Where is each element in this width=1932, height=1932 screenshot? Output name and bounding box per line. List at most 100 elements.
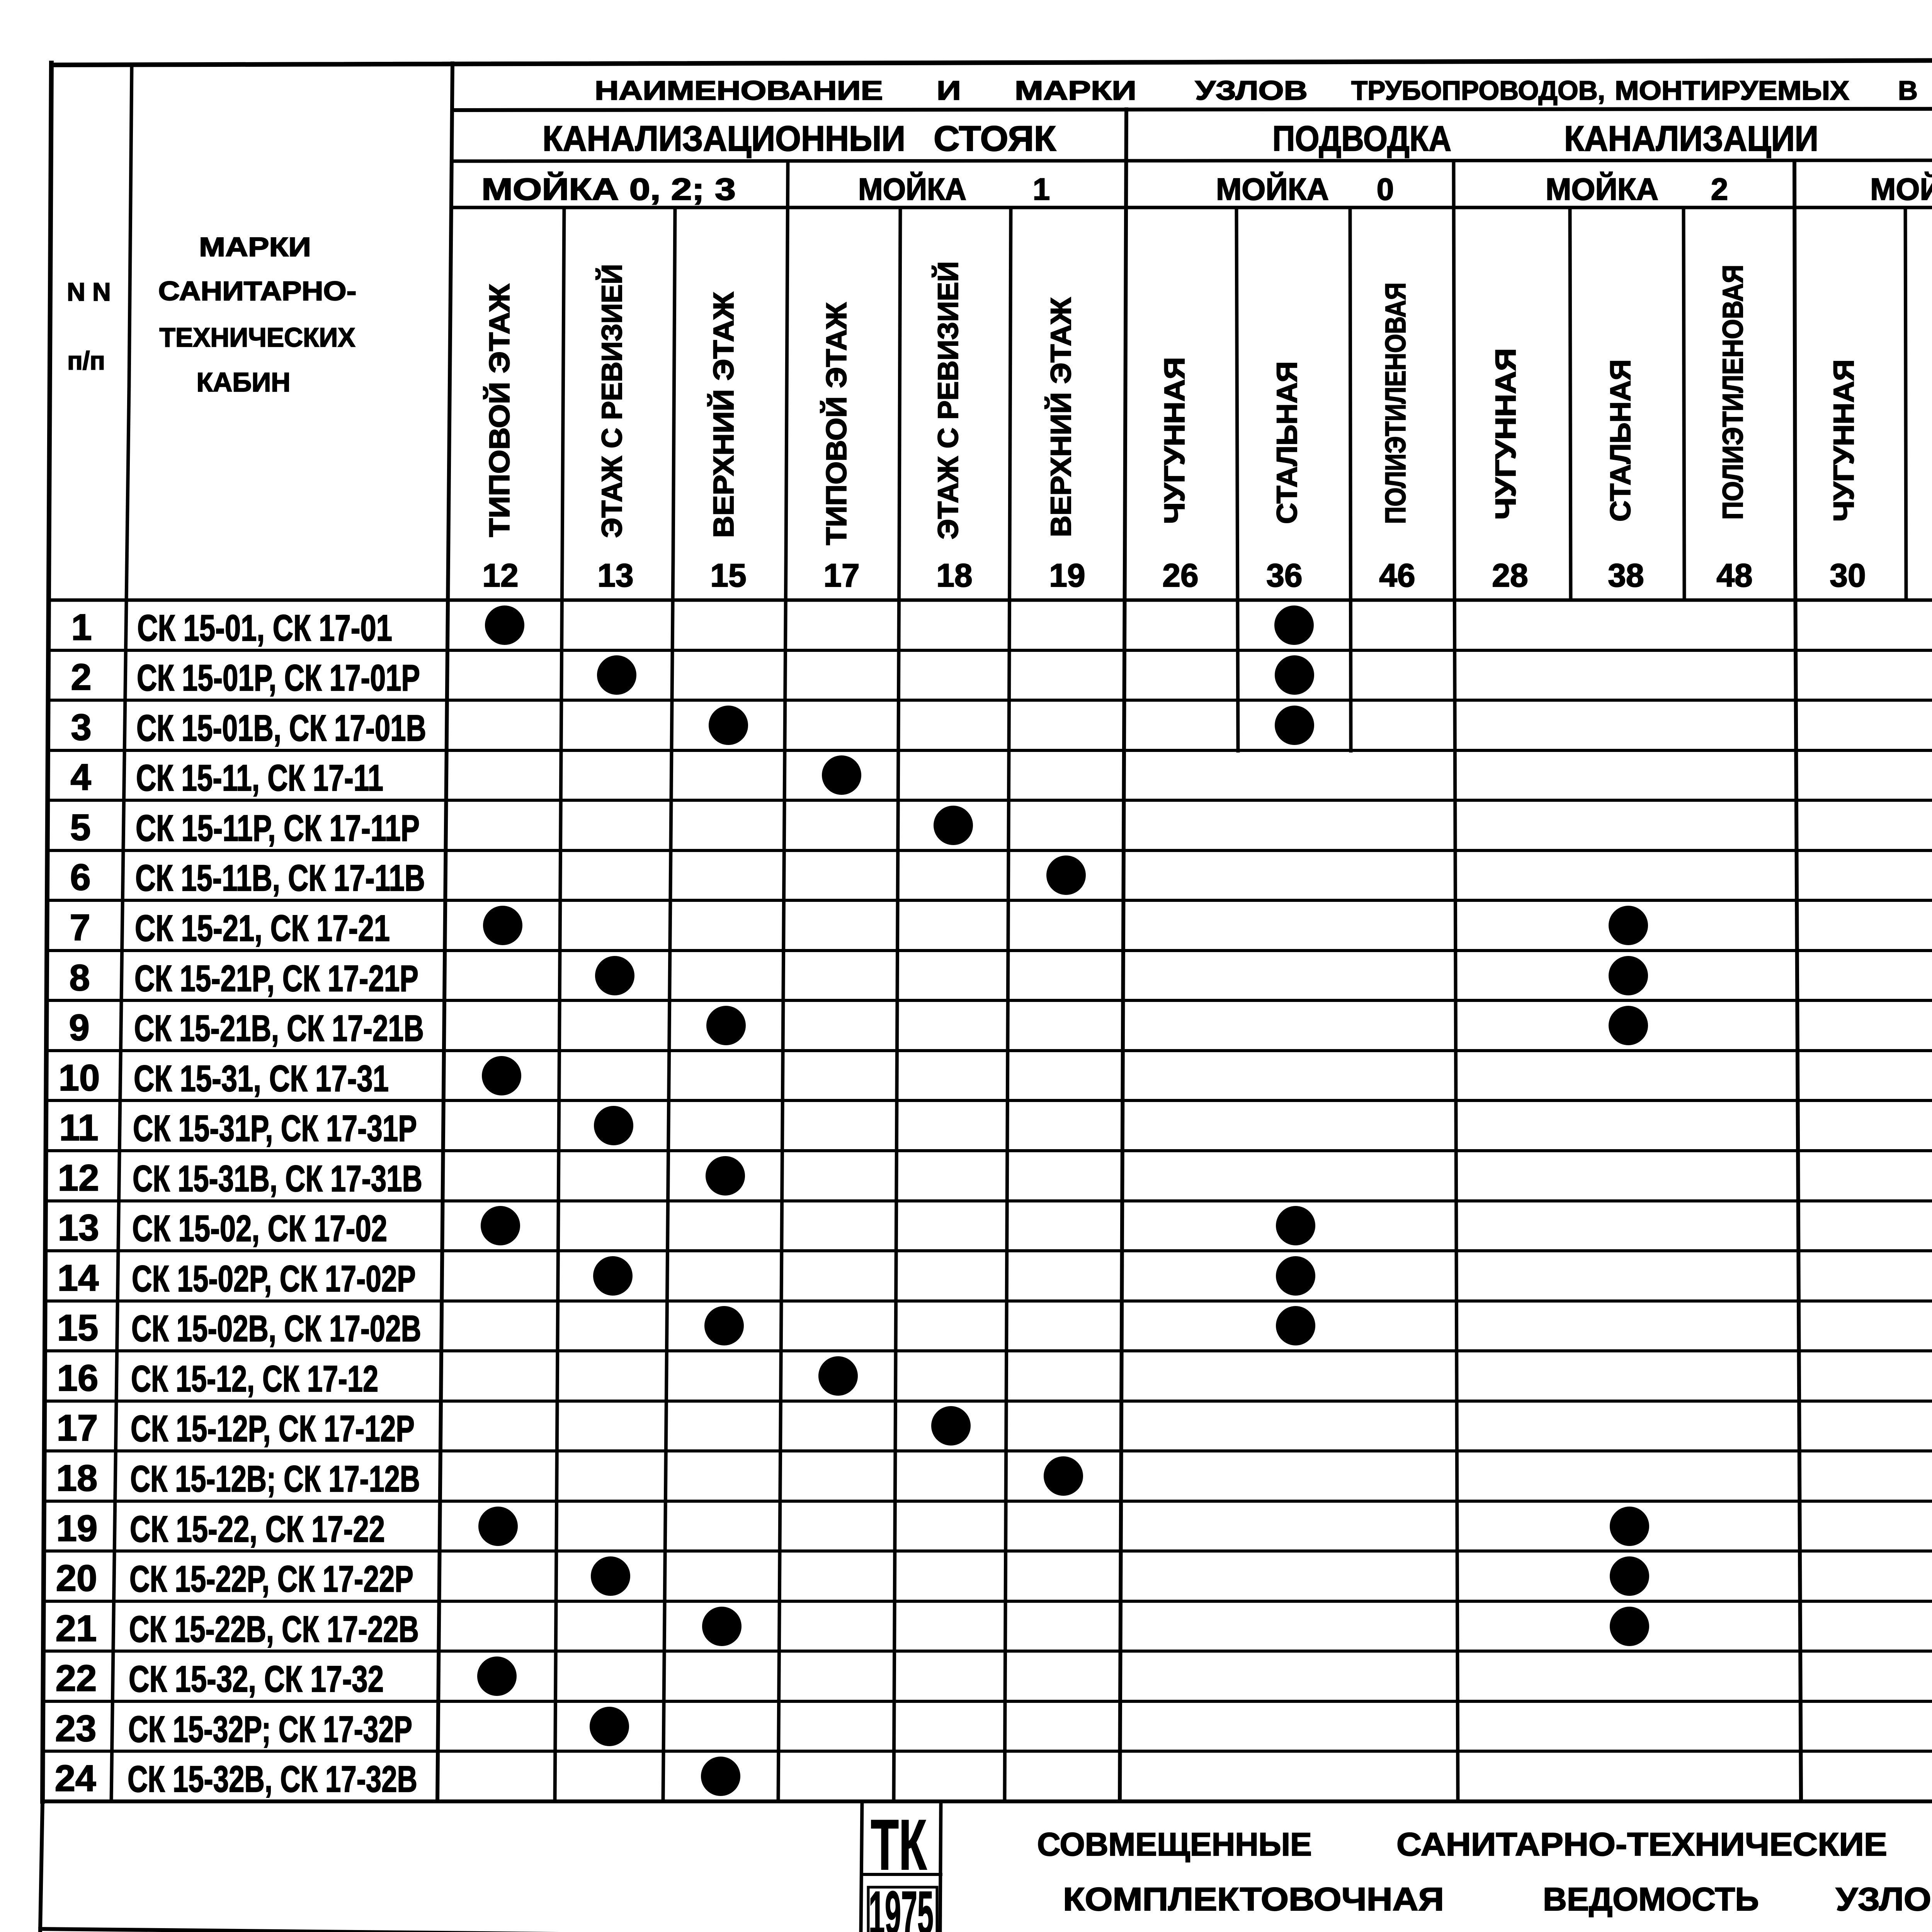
svg-text:СК 15-11Р, СК 17-11Р: СК 15-11Р, СК 17-11Р xyxy=(136,808,420,849)
svg-text:МАРКИ: МАРКИ xyxy=(1015,75,1136,105)
svg-text:СК 15-02Р, СК 17-02Р: СК 15-02Р, СК 17-02Р xyxy=(132,1258,416,1299)
svg-text:ЭТАЖ С РЕВИЗИЕЙ: ЭТАЖ С РЕВИЗИЕЙ xyxy=(932,261,964,539)
svg-text:10: 10 xyxy=(59,1057,100,1099)
svg-text:УЗЛОВ: УЗЛОВ xyxy=(1195,75,1308,105)
svg-text:19: 19 xyxy=(56,1508,98,1549)
svg-text:22: 22 xyxy=(56,1658,97,1699)
svg-text:7: 7 xyxy=(70,907,90,948)
svg-text:КОМПЛЕКТОВОЧНАЯ: КОМПЛЕКТОВОЧНАЯ xyxy=(1063,1881,1444,1917)
svg-text:ПОЛИЭТИЛЕНОВАЯ: ПОЛИЭТИЛЕНОВАЯ xyxy=(1717,265,1749,520)
svg-text:п/п: п/п xyxy=(67,346,105,375)
svg-text:3: 3 xyxy=(71,707,91,748)
svg-text:КАНАЛИЗАЦИИ: КАНАЛИЗАЦИИ xyxy=(1564,119,1818,158)
svg-text:САНИТАРНО-: САНИТАРНО- xyxy=(158,276,357,306)
svg-text:26: 26 xyxy=(1162,557,1198,594)
svg-text:11: 11 xyxy=(59,1107,98,1148)
svg-text:17: 17 xyxy=(823,557,859,594)
svg-text:МОЙКА: МОЙКА xyxy=(1870,172,1932,206)
svg-text:СК 15-02, СК 17-02: СК 15-02, СК 17-02 xyxy=(132,1208,387,1249)
svg-text:6: 6 xyxy=(70,857,90,898)
svg-text:СК 15-01В, СК 17-01В: СК 15-01В, СК 17-01В xyxy=(136,707,426,749)
svg-text:ЧУГУННАЯ: ЧУГУННАЯ xyxy=(1158,357,1190,524)
svg-text:СК 15-21Р, СК 17-21Р: СК 15-21Р, СК 17-21Р xyxy=(134,958,418,999)
svg-text:СК 15-32Р; СК 17-32Р: СК 15-32Р; СК 17-32Р xyxy=(128,1709,412,1750)
svg-text:17: 17 xyxy=(57,1407,98,1449)
svg-text:СК 15-01, СК 17-01: СК 15-01, СК 17-01 xyxy=(137,607,392,649)
svg-text:0: 0 xyxy=(1377,172,1394,206)
svg-text:18: 18 xyxy=(56,1458,98,1499)
svg-text:ТЕХНИЧЕСКИХ: ТЕХНИЧЕСКИХ xyxy=(160,322,355,352)
svg-text:СОВМЕЩЕННЫЕ: СОВМЕЩЕННЫЕ xyxy=(1037,1826,1312,1862)
svg-text:МОЙКА: МОЙКА xyxy=(1546,172,1658,206)
svg-text:СК 15-31В, СК 17-31В: СК 15-31В, СК 17-31В xyxy=(133,1158,422,1199)
svg-text:ВЕРХНИЙ ЭТАЖ: ВЕРХНИЙ ЭТАЖ xyxy=(707,292,740,538)
svg-text:СК 15-01Р, СК 17-01Р: СК 15-01Р, СК 17-01Р xyxy=(137,657,420,699)
svg-text:МОНТИРУЕМЫХ: МОНТИРУЕМЫХ xyxy=(1615,75,1849,105)
svg-text:15: 15 xyxy=(710,557,746,594)
svg-text:СК 15-12, СК 17-12: СК 15-12, СК 17-12 xyxy=(131,1358,378,1400)
svg-text:КАНАЛИЗАЦИОННЫИ: КАНАЛИЗАЦИОННЫИ xyxy=(543,119,905,158)
svg-text:2: 2 xyxy=(71,656,91,698)
svg-text:СК 15-22В, СК 17-22В: СК 15-22В, СК 17-22В xyxy=(129,1609,419,1650)
svg-text:1975: 1975 xyxy=(869,1878,934,1932)
svg-text:ТК: ТК xyxy=(871,1805,927,1885)
svg-text:30: 30 xyxy=(1830,557,1866,594)
svg-text:2: 2 xyxy=(1711,172,1728,206)
svg-text:36: 36 xyxy=(1266,557,1302,594)
svg-text:N N: N N xyxy=(67,277,111,306)
svg-text:ТИПОВОЙ ЭТАЖ: ТИПОВОЙ ЭТАЖ xyxy=(483,284,515,537)
svg-text:КАБИН: КАБИН xyxy=(197,367,291,397)
svg-text:СК 15-02В, СК 17-02В: СК 15-02В, СК 17-02В xyxy=(131,1308,421,1349)
svg-text:ЧУГУННАЯ: ЧУГУННАЯ xyxy=(1828,359,1860,522)
svg-text:НАИМЕНОВАНИЕ: НАИМЕНОВАНИЕ xyxy=(595,75,883,105)
svg-text:ПОЛИЭТИЛЕНОВАЯ: ПОЛИЭТИЛЕНОВАЯ xyxy=(1379,282,1412,524)
svg-text:24: 24 xyxy=(55,1758,96,1799)
svg-text:ЭТАЖ С РЕВИЗИЕЙ: ЭТАЖ С РЕВИЗИЕЙ xyxy=(595,264,628,538)
svg-text:20: 20 xyxy=(56,1558,97,1599)
svg-text:СК 15-32В, СК 17-32В: СК 15-32В, СК 17-32В xyxy=(128,1759,417,1800)
svg-text:8: 8 xyxy=(69,957,90,998)
svg-text:СК 15-21, СК 17-21: СК 15-21, СК 17-21 xyxy=(135,908,390,949)
svg-text:СТАЛЬНАЯ: СТАЛЬНАЯ xyxy=(1604,359,1636,522)
svg-text:18: 18 xyxy=(936,557,972,594)
svg-text:СК 15-31, СК 17-31: СК 15-31, СК 17-31 xyxy=(134,1058,389,1099)
svg-text:СК 15-21В, СК 17-21В: СК 15-21В, СК 17-21В xyxy=(134,1008,424,1049)
svg-text:13: 13 xyxy=(58,1207,99,1248)
svg-text:19: 19 xyxy=(1049,557,1085,594)
svg-text:СК 15-12Р, СК 17-12Р: СК 15-12Р, СК 17-12Р xyxy=(131,1408,415,1449)
svg-text:СТОЯК: СТОЯК xyxy=(934,119,1056,158)
svg-text:4: 4 xyxy=(70,757,91,798)
svg-text:12: 12 xyxy=(58,1157,99,1199)
svg-text:ВЕРХНИЙ ЭТАЖ: ВЕРХНИЙ ЭТАЖ xyxy=(1044,297,1077,537)
svg-text:МАРКИ: МАРКИ xyxy=(199,232,311,262)
svg-text:13: 13 xyxy=(597,557,633,594)
svg-text:12: 12 xyxy=(482,557,518,594)
svg-text:ВЕДОМОСТЬ: ВЕДОМОСТЬ xyxy=(1543,1881,1759,1917)
svg-text:СК 15-12В; СК 17-12В: СК 15-12В; СК 17-12В xyxy=(130,1458,420,1500)
svg-text:ТРУБОПРОВОДОВ,: ТРУБОПРОВОДОВ, xyxy=(1351,75,1605,105)
svg-text:МОЙКА: МОЙКА xyxy=(1216,172,1329,206)
svg-text:38: 38 xyxy=(1608,557,1644,594)
svg-text:И: И xyxy=(937,75,961,105)
svg-text:28: 28 xyxy=(1492,557,1528,594)
svg-text:48: 48 xyxy=(1716,557,1752,594)
svg-text:21: 21 xyxy=(56,1608,97,1649)
svg-text:5: 5 xyxy=(70,807,90,848)
svg-text:9: 9 xyxy=(69,1007,89,1048)
svg-text:ПОДВОДКА: ПОДВОДКА xyxy=(1272,119,1451,158)
svg-text:СК 15-32, СК 17-32: СК 15-32, СК 17-32 xyxy=(129,1658,384,1700)
svg-text:СК 15-11, СК 17-11: СК 15-11, СК 17-11 xyxy=(136,757,383,799)
svg-text:1: 1 xyxy=(1033,172,1050,206)
svg-text:14: 14 xyxy=(58,1257,99,1299)
svg-text:15: 15 xyxy=(57,1307,99,1349)
svg-text:ТИПОВОЙ ЭТАЖ: ТИПОВОЙ ЭТАЖ xyxy=(820,302,852,545)
svg-text:МОЙКА 0, 2; 3: МОЙКА 0, 2; 3 xyxy=(481,172,736,206)
svg-text:23: 23 xyxy=(55,1708,97,1749)
svg-text:16: 16 xyxy=(57,1357,99,1399)
svg-text:МОЙКА: МОЙКА xyxy=(858,172,966,206)
svg-text:ЧУГУННАЯ: ЧУГУННАЯ xyxy=(1490,348,1522,520)
svg-text:САНИТАРНО-ТЕХНИЧЕСКИЕ: САНИТАРНО-ТЕХНИЧЕСКИЕ xyxy=(1396,1826,1887,1862)
svg-text:СК 15-22, СК 17-22: СК 15-22, СК 17-22 xyxy=(130,1509,385,1550)
svg-text:1: 1 xyxy=(71,607,92,648)
svg-text:46: 46 xyxy=(1379,557,1415,594)
